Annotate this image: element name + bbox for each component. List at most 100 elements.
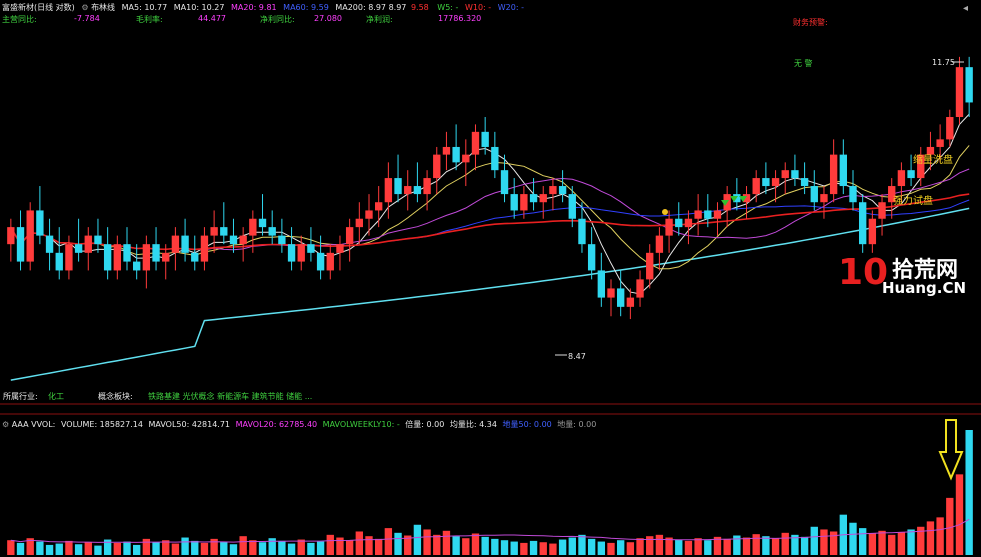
volume-bar <box>65 540 73 555</box>
candle-body <box>94 235 102 245</box>
candle-body <box>181 235 189 253</box>
volume-bar <box>791 534 799 555</box>
finance-warning-label: 财务预警: <box>793 18 828 27</box>
candle-body <box>462 154 470 163</box>
candle-body <box>539 194 547 203</box>
industry-value[interactable]: 化工 <box>48 392 64 401</box>
volume-bar <box>936 517 944 555</box>
collapse-arrow-icon[interactable]: ◂ <box>963 3 969 14</box>
volume-header: ⚙ AAA VVOL: VOLUME: 185827.14 MAVOL50: 4… <box>2 419 596 430</box>
volume-bar <box>123 541 131 555</box>
main-yoy-label: 主营同比: <box>2 15 37 24</box>
volume-bar <box>181 537 189 555</box>
volume-bar <box>907 529 915 555</box>
watermark-domain: Huang.CN <box>882 279 967 297</box>
volume-bar <box>365 536 373 555</box>
volume-bar <box>859 528 867 555</box>
volume-indicator-name[interactable]: AAA VVOL: <box>11 420 56 429</box>
watermark-logo: 10 <box>838 252 888 293</box>
volume-bar <box>733 535 741 555</box>
candle-body <box>491 146 499 171</box>
volume-bar <box>375 538 383 555</box>
volume-bar <box>820 529 828 555</box>
volume-bar <box>704 540 712 555</box>
volume-bar <box>55 543 63 555</box>
w10-readout: W10: - <box>464 3 492 12</box>
indicator-name[interactable]: 布林线 <box>91 3 116 12</box>
watermark-brand: 拾荒网 <box>892 258 959 283</box>
volume-bar <box>587 538 596 555</box>
volume-bar <box>810 526 818 555</box>
volume-bar <box>955 474 964 555</box>
candle-body <box>626 297 635 307</box>
ma5-readout: MA5: 10.77 <box>121 3 168 12</box>
candle-body <box>907 170 915 179</box>
candle-body <box>829 154 838 195</box>
candle-body <box>675 218 683 228</box>
ma-red-line <box>10 193 970 251</box>
volume-bar <box>529 540 538 555</box>
settings-gear-icon[interactable]: ⚙ <box>81 3 89 12</box>
candle-body <box>800 178 809 187</box>
volume-bar <box>917 526 925 555</box>
candle-body <box>316 252 325 271</box>
volume-bar <box>26 538 34 555</box>
candle-body <box>239 235 247 245</box>
volume-bar <box>268 538 276 555</box>
volume-bar <box>888 534 896 555</box>
candle-body <box>413 186 422 195</box>
candle-body <box>433 154 441 179</box>
candle-body <box>665 218 673 236</box>
volume-bar <box>142 538 151 555</box>
candle-body <box>791 170 799 179</box>
candle-body <box>258 218 267 228</box>
candle-body <box>529 194 538 203</box>
volume-bar <box>210 538 218 555</box>
volume-bar <box>394 532 402 555</box>
low-price-label: 8.47 <box>568 352 586 361</box>
chart-header: 富盛新材(日线 对数) ⚙ 布林线 MA5: 10.77 MA10: 10.27… <box>2 2 524 13</box>
volume-bar <box>762 536 770 555</box>
volume-bar <box>510 541 518 555</box>
candle-body <box>268 227 276 236</box>
w20-readout: W20: - <box>497 3 524 12</box>
volume-bar <box>568 537 576 555</box>
candle-body <box>878 202 886 219</box>
candle-body <box>549 186 557 195</box>
candle-body <box>162 252 170 262</box>
candle-body <box>888 186 896 203</box>
concept-list[interactable]: 铁路基建 光伏概念 新能源车 建筑节能 储能 ... <box>148 392 313 401</box>
candle-body <box>152 244 160 262</box>
candle-body <box>326 252 334 271</box>
volume-ma-line <box>10 518 970 543</box>
candle-body <box>133 261 141 271</box>
volume-bar <box>423 529 431 555</box>
volume-bar <box>491 538 499 555</box>
candle-body <box>500 170 509 195</box>
candle-body <box>220 227 228 236</box>
volume-bar <box>471 533 480 555</box>
concept-label: 概念板块: <box>98 392 133 401</box>
volume-bar <box>113 542 121 555</box>
candle-body <box>123 244 131 262</box>
net-profit-label: 净利润: <box>366 15 393 24</box>
candle-body <box>113 244 121 271</box>
volume-bar <box>74 544 83 555</box>
volume-settings-gear-icon[interactable]: ⚙ <box>2 420 10 429</box>
high-price-label: 11.75 <box>932 58 955 67</box>
volume-bar <box>249 540 257 555</box>
net-yoy-value: 27.080 <box>314 14 342 23</box>
volume-bar <box>500 540 509 555</box>
stock-name[interactable]: 富盛新材(日线 对数) <box>2 3 75 12</box>
volume-bar <box>926 521 935 555</box>
volume-bar <box>413 524 422 555</box>
candle-body <box>307 244 315 253</box>
candle-body <box>568 194 576 219</box>
volume-bar <box>694 538 702 555</box>
candle-body <box>820 194 828 203</box>
volume-bar <box>849 522 857 555</box>
volume-bar <box>520 542 528 555</box>
volume-bar <box>868 533 877 555</box>
volume-bar <box>684 540 693 555</box>
